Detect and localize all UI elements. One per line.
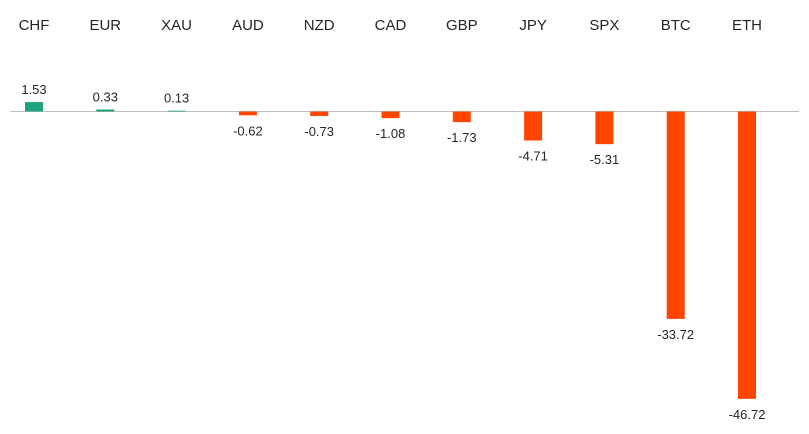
- category-label-aud: AUD: [232, 17, 264, 34]
- bar-aud: [238, 111, 257, 116]
- bar-nzd: [310, 111, 329, 116]
- value-label-nzd: -0.73: [304, 124, 334, 139]
- value-label-aud: -0.62: [233, 123, 263, 138]
- bar-spx: [595, 111, 614, 145]
- category-label-jpy: JPY: [519, 17, 547, 34]
- bar-cad: [381, 111, 400, 119]
- value-label-spx: -5.31: [590, 152, 620, 167]
- value-label-xau: 0.13: [164, 91, 189, 106]
- category-label-xau: XAU: [161, 17, 192, 34]
- value-label-cad: -1.08: [376, 126, 406, 141]
- value-label-jpy: -4.71: [518, 148, 548, 163]
- value-label-eur: 0.33: [93, 89, 118, 104]
- category-label-chf: CHF: [19, 17, 50, 34]
- bar-eur: [96, 109, 115, 112]
- category-label-cad: CAD: [375, 17, 407, 34]
- bar-chf: [25, 102, 43, 112]
- category-label-eur: EUR: [89, 17, 121, 34]
- category-label-nzd: NZD: [304, 17, 335, 34]
- value-label-btc: -33.72: [657, 327, 694, 342]
- category-label-btc: BTC: [661, 17, 691, 34]
- bar-xau: [167, 110, 186, 112]
- bar-btc: [666, 111, 685, 319]
- category-label-spx: SPX: [589, 17, 619, 34]
- bar-jpy: [524, 111, 543, 141]
- value-label-chf: 1.53: [21, 82, 46, 97]
- bar-gbp: [452, 111, 471, 123]
- category-label-eth: ETH: [732, 17, 762, 34]
- value-labels: 1.53 0.33 0.13 -0.62 -0.73 -1.08 -1.73 -4.71 -5.…: [21, 82, 765, 422]
- bar-eth: [738, 111, 756, 399]
- value-label-eth: -46.72: [729, 407, 766, 422]
- bars: [25, 102, 756, 399]
- category-labels: CHF EUR XAU AUD NZD CAD GBP JPY SPX BTC ETH: [19, 17, 762, 34]
- category-label-gbp: GBP: [446, 17, 478, 34]
- value-label-gbp: -1.73: [447, 130, 477, 145]
